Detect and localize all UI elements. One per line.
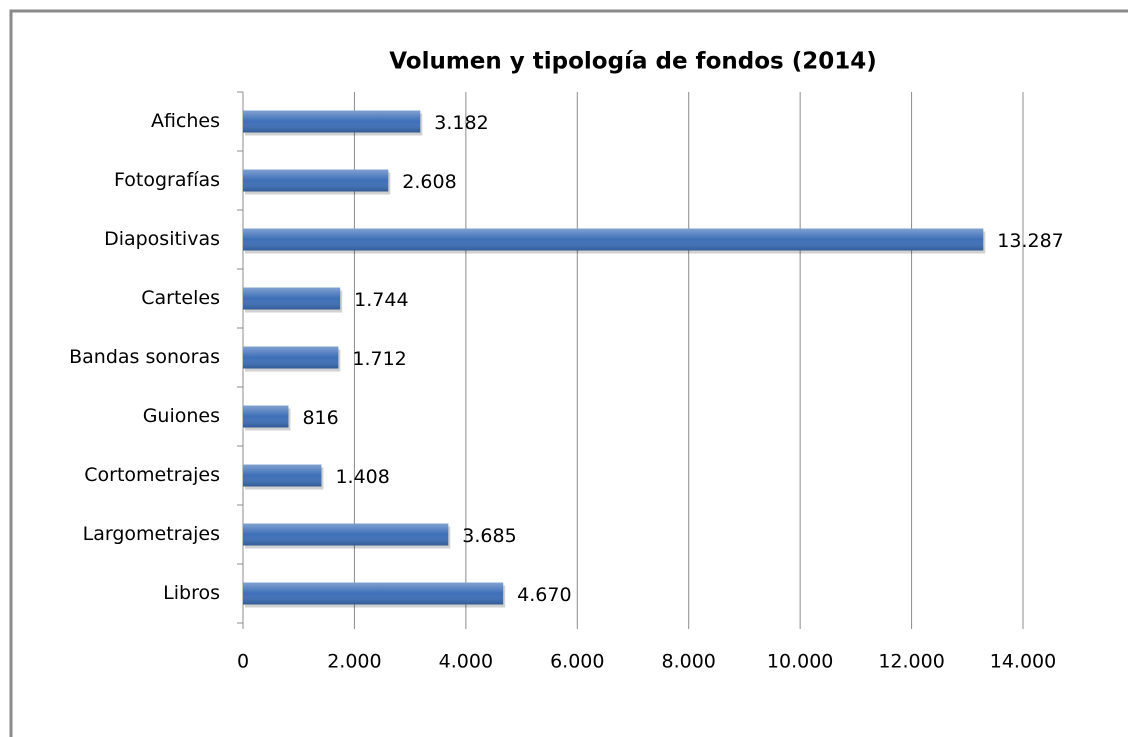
bar-sheen <box>243 287 341 310</box>
data-label: 2.608 <box>402 171 456 193</box>
y-tick-label: Carteles <box>141 287 220 309</box>
data-label: 13.287 <box>997 230 1063 252</box>
x-tick-label: 6.000 <box>550 651 604 673</box>
x-tick-label: 8.000 <box>662 651 716 673</box>
data-label: 1.408 <box>335 466 389 488</box>
y-tick-label: Libros <box>163 582 220 604</box>
x-tick-label: 0 <box>237 651 249 673</box>
y-tick-label: Cortometrajes <box>84 464 220 486</box>
bar-sheen <box>243 169 389 192</box>
data-label: 1.712 <box>352 348 406 370</box>
x-tick-label: 12.000 <box>878 651 944 673</box>
x-tick-label: 10.000 <box>767 651 833 673</box>
data-label: 816 <box>302 407 338 429</box>
chart-frame <box>9 9 1128 737</box>
x-tick-label: 14.000 <box>990 651 1056 673</box>
y-tick-label: Largometrajes <box>83 523 220 545</box>
bar-sheen <box>243 346 339 369</box>
bar-sheen <box>243 405 289 428</box>
y-tick-label: Guiones <box>143 405 220 427</box>
data-label: 4.670 <box>517 584 571 606</box>
y-tick-label: Bandas sonoras <box>69 346 220 368</box>
data-label: 3.182 <box>434 112 488 134</box>
x-tick-label: 4.000 <box>439 651 493 673</box>
bar-sheen <box>243 582 504 605</box>
data-label: 1.744 <box>354 289 408 311</box>
y-tick-label: Fotografías <box>114 169 220 191</box>
y-tick-label: Diapositivas <box>104 228 220 250</box>
chart-title: Volumen y tipología de fondos (2014) <box>389 49 877 75</box>
bar-sheen <box>243 228 984 251</box>
bar-sheen <box>243 110 421 133</box>
data-label: 3.685 <box>462 525 516 547</box>
bar-sheen <box>243 523 449 546</box>
x-tick-label: 2.000 <box>327 651 381 673</box>
bar-sheen <box>243 464 322 487</box>
y-tick-label: Afiches <box>151 110 220 132</box>
